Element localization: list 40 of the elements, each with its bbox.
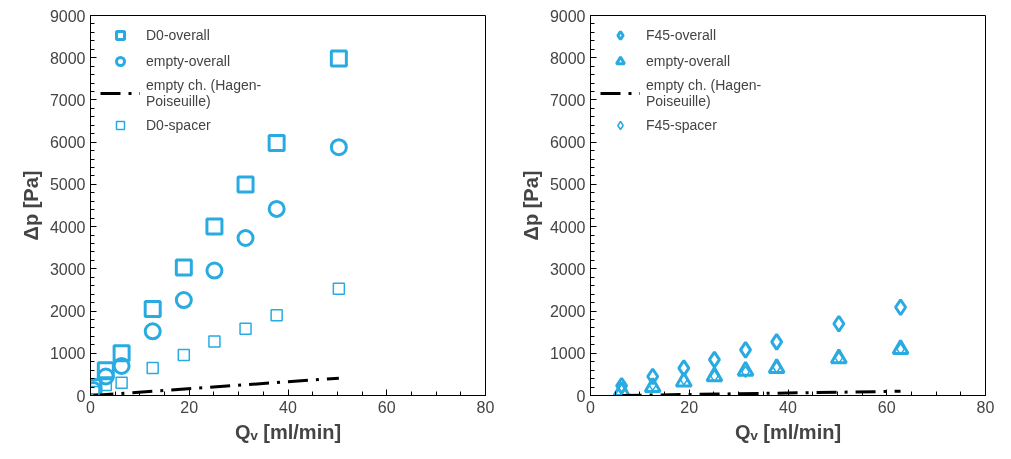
legend-label: empty-overall — [146, 53, 231, 69]
x-tick-label: 80 — [476, 398, 495, 416]
y-tick-label: 1000 — [549, 345, 586, 363]
y-tick-label: 7000 — [49, 91, 86, 109]
x-axis-title: Qᵥ [ml/min] — [234, 420, 342, 443]
y-tick-label: 2000 — [549, 303, 586, 321]
y-axis-title: Δp [Pa] — [19, 170, 42, 241]
y-tick-label: 3000 — [549, 260, 586, 278]
y-tick-label: 8000 — [549, 49, 586, 67]
y-tick-label: 6000 — [549, 134, 586, 152]
y-tick-label: 0 — [76, 387, 86, 405]
y-tick-label: 8000 — [49, 49, 86, 67]
legend-label: F45-spacer — [646, 117, 717, 133]
legend-label: D0-overall — [146, 27, 210, 43]
y-tick-label: 0 — [576, 387, 586, 405]
x-tick-label: 60 — [877, 398, 896, 416]
y-tick-label: 4000 — [549, 218, 586, 236]
legend-label: empty ch. (Hagen-Poiseuille) — [146, 77, 262, 109]
y-axis-title: Δp [Pa] — [519, 170, 542, 241]
y-tick-label: 9000 — [49, 7, 86, 25]
y-tick-label: 3000 — [49, 260, 86, 278]
y-tick-label: 9000 — [549, 7, 586, 25]
y-tick-label: 4000 — [49, 218, 86, 236]
legend-label: empty-overall — [646, 53, 731, 69]
y-tick-label: 2000 — [49, 303, 86, 321]
y-tick-label: 7000 — [549, 91, 586, 109]
x-tick-label: 80 — [976, 398, 995, 416]
y-tick-label: 6000 — [49, 134, 86, 152]
y-tick-label: 5000 — [549, 176, 586, 194]
legend-label: F45-overall — [646, 27, 717, 43]
x-tick-label: 40 — [779, 398, 797, 416]
x-tick-label: 60 — [377, 398, 396, 416]
x-tick-label: 20 — [680, 398, 699, 416]
y-tick-label: 5000 — [49, 176, 86, 194]
y-tick-label: 1000 — [49, 345, 86, 363]
legend-label: empty ch. (Hagen-Poiseuille) — [646, 77, 762, 109]
x-tick-label: 40 — [279, 398, 297, 416]
x-tick-label: 20 — [180, 398, 199, 416]
x-axis-title: Qᵥ [ml/min] — [734, 420, 842, 443]
legend-label: D0-spacer — [146, 117, 211, 133]
